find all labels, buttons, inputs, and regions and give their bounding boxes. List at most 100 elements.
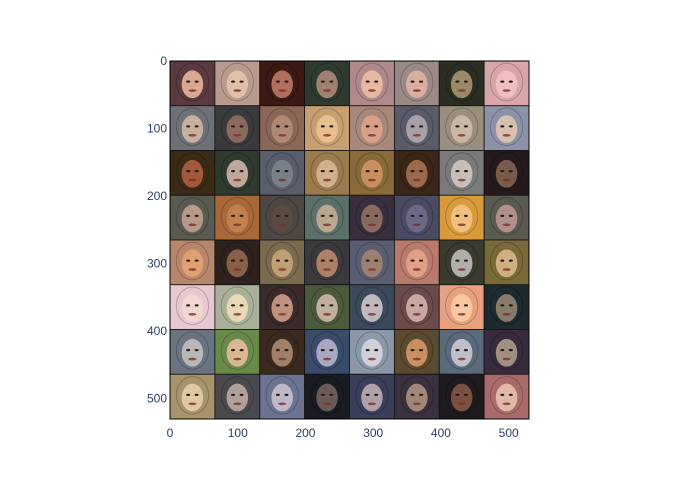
eye-shape [194, 125, 199, 128]
eye-shape [284, 393, 289, 396]
face-tile [259, 105, 306, 151]
x-tick-label: 300 [363, 426, 383, 440]
mouth-shape [457, 133, 466, 137]
face-shape [406, 159, 428, 188]
mouth-shape [367, 268, 376, 271]
face-tile [214, 373, 261, 420]
eye-shape [186, 169, 191, 173]
eye-shape [284, 348, 289, 352]
mouth-shape [323, 312, 332, 316]
mouth-shape [457, 268, 466, 271]
eye-shape [320, 80, 325, 83]
face-tile [438, 194, 485, 241]
eye-shape [284, 304, 289, 307]
face-tile [214, 105, 261, 151]
face-tile [259, 329, 306, 375]
face-shape [226, 338, 249, 367]
mouth-shape [188, 357, 197, 361]
face-tile [259, 60, 306, 107]
eye-shape [410, 125, 415, 128]
mouth-shape [233, 268, 242, 271]
face-tile [393, 329, 440, 375]
face-shape [450, 159, 473, 188]
face-tile [214, 329, 261, 375]
face-tile [438, 329, 485, 375]
face-tile [259, 150, 306, 196]
mouth-shape [188, 89, 197, 92]
eye-shape [231, 304, 236, 307]
y-tick-label: 500 [147, 392, 167, 406]
eye-shape [194, 214, 199, 217]
face-shape [226, 70, 249, 99]
face-tile [349, 284, 395, 330]
face-shape [226, 204, 249, 233]
eye-shape [186, 304, 191, 307]
face-shape [495, 383, 518, 412]
mouth-shape [278, 133, 287, 137]
eye-shape [320, 169, 325, 173]
mouth-shape [502, 402, 511, 406]
face-tile [393, 105, 440, 151]
face-shape [271, 383, 293, 412]
mouth-shape [278, 178, 287, 182]
face-shape [495, 338, 518, 367]
face-shape [495, 204, 518, 233]
eye-shape [419, 259, 424, 262]
mouth-shape [367, 312, 376, 316]
plot-frame [169, 60, 530, 420]
eye-shape [194, 348, 199, 352]
mouth-shape [278, 312, 287, 316]
face-shape [406, 115, 428, 143]
face-tile [304, 150, 350, 196]
face-tile [393, 194, 440, 241]
mouth-shape [502, 89, 511, 92]
y-tick-label: 300 [147, 257, 167, 271]
eye-shape [186, 80, 191, 83]
eye-shape [275, 80, 280, 83]
eye-shape [419, 214, 424, 217]
face-tile-grid [169, 60, 530, 420]
eye-shape [231, 259, 236, 262]
face-shape [406, 383, 428, 412]
face-shape [361, 204, 383, 233]
face-shape [316, 159, 338, 188]
mouth-shape [367, 402, 376, 406]
face-tile [259, 194, 306, 241]
mouth-shape [367, 133, 376, 137]
eye-shape [374, 80, 379, 83]
face-shape [271, 70, 293, 99]
face-shape [361, 159, 383, 188]
face-tile [393, 284, 440, 330]
eye-shape [500, 169, 505, 173]
face-shape [361, 115, 383, 143]
face-shape [271, 249, 293, 278]
x-tick-label: 0 [167, 426, 174, 440]
eye-shape [365, 348, 370, 352]
face-tile [483, 150, 530, 196]
mouth-shape [323, 357, 332, 361]
face-shape [316, 70, 338, 99]
eye-shape [500, 80, 505, 83]
eye-shape [374, 348, 379, 352]
face-shape [495, 70, 518, 99]
eye-shape [500, 214, 505, 217]
face-shape [271, 204, 293, 233]
eye-shape [374, 214, 379, 217]
eye-shape [320, 393, 325, 396]
face-shape [226, 249, 249, 278]
eye-shape [455, 304, 460, 307]
mouth-shape [188, 268, 197, 271]
face-shape [406, 294, 428, 322]
eye-shape [329, 393, 334, 396]
eye-shape [329, 348, 334, 352]
eye-shape [508, 259, 513, 262]
eye-shape [365, 259, 370, 262]
eye-shape [463, 259, 468, 262]
eye-shape [239, 348, 244, 352]
face-tile [304, 329, 350, 375]
eye-shape [231, 80, 236, 83]
face-shape [450, 204, 473, 233]
eye-shape [419, 80, 424, 83]
eye-shape [329, 304, 334, 307]
mouth-shape [188, 402, 197, 406]
